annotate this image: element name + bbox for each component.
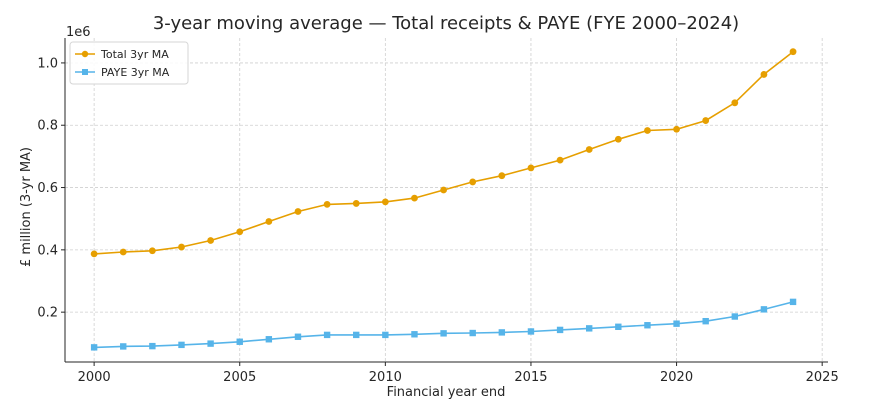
- y-offset-label: 1e6: [66, 25, 91, 40]
- paye-3yr-ma-point: [644, 322, 651, 329]
- total-3yr-ma-point: [673, 125, 680, 133]
- paye-3yr-ma-point: [440, 330, 447, 337]
- paye-3yr-ma-point: [556, 326, 564, 334]
- total-3yr-ma-point: [236, 228, 244, 236]
- total-3yr-ma-point: [469, 178, 477, 186]
- x-tick-label: 2020: [660, 370, 693, 385]
- paye-3yr-ma-point: [120, 343, 127, 350]
- total-3yr-ma-point: [440, 186, 447, 194]
- total-3yr-ma-point: [702, 117, 710, 124]
- total-3yr-ma-point: [178, 243, 185, 251]
- total-3yr-ma-point: [411, 194, 418, 202]
- paye-3yr-ma-point: [527, 328, 535, 335]
- total-3yr-ma-point: [556, 156, 564, 164]
- paye-3yr-ma-line: [94, 301, 794, 349]
- total-3yr-ma-point: [265, 218, 273, 225]
- paye-3yr-ma-point: [265, 336, 273, 343]
- y-tick-label: 0.2: [37, 306, 58, 321]
- y-tick-label: 0.4: [37, 243, 58, 258]
- axes: 2000 2005 2010 2015 2020 2025 0.2 0.4 0.6 0.8 1.0: [37, 38, 839, 385]
- y-tick-label: 1.0: [37, 56, 58, 71]
- total-3yr-ma-point: [789, 48, 797, 56]
- total-3yr-ma-point: [207, 237, 215, 244]
- x-axis-label: Financial year end: [387, 385, 506, 400]
- y-axis-label: £ million (3-yr MA): [19, 147, 34, 267]
- paye-3yr-ma-point: [149, 342, 156, 350]
- total-3yr-ma-point: [119, 248, 127, 256]
- paye-3yr-ma-point: [178, 341, 185, 349]
- paye-3yr-ma-point: [90, 344, 98, 351]
- paye-3yr-ma-point: [498, 329, 506, 336]
- paye-3yr-ma-point: [760, 306, 768, 313]
- paye-3yr-ma-point: [585, 325, 593, 332]
- x-tick-label: 2005: [223, 370, 256, 385]
- paye-3yr-ma-point: [382, 331, 389, 339]
- total-3yr-ma-point: [148, 247, 156, 255]
- legend-marker-total-3yr-ma: [81, 50, 89, 58]
- paye-3yr-ma-point: [615, 323, 622, 330]
- paye-3yr-ma-point: [702, 317, 709, 325]
- paye-3yr-ma-point: [789, 298, 797, 306]
- total-3yr-ma-point: [323, 200, 331, 208]
- total-3yr-ma-point: [644, 127, 651, 134]
- legend-marker-paye-3yr-ma: [82, 69, 88, 75]
- total-3yr-ma-point: [352, 200, 360, 207]
- chart-title: 3-year moving average — Total receipts &…: [153, 13, 739, 34]
- paye-3yr-ma-point: [294, 333, 302, 340]
- x-tick-label: 2015: [514, 370, 547, 385]
- series-layer: [90, 48, 797, 351]
- total-3yr-ma-point: [614, 135, 622, 143]
- total-3yr-ma-point: [585, 146, 593, 153]
- paye-3yr-ma-point: [236, 338, 243, 345]
- legend: Total 3yr MA PAYE 3yr MA: [69, 41, 189, 85]
- total-3yr-ma-point: [527, 164, 535, 172]
- total-3yr-ma-line: [94, 51, 794, 255]
- legend-box: [69, 41, 189, 85]
- legend-label-paye-3yr-ma: PAYE 3yr MA: [101, 66, 170, 79]
- paye-3yr-ma-point: [411, 331, 418, 338]
- total-3yr-ma-point: [498, 172, 506, 180]
- total-3yr-ma-point: [90, 250, 98, 258]
- y-tick-label: 0.8: [37, 119, 58, 134]
- total-3yr-ma-point: [294, 208, 302, 215]
- total-3yr-ma-point: [731, 99, 739, 107]
- paye-3yr-ma-point: [469, 329, 476, 337]
- x-tick-label: 2000: [78, 370, 111, 385]
- paye-3yr-ma-point: [207, 340, 214, 347]
- y-tick-label: 0.6: [37, 181, 58, 196]
- x-tick-label: 2025: [806, 370, 839, 385]
- total-3yr-ma-point: [381, 198, 389, 206]
- x-tick-label: 2010: [369, 370, 402, 385]
- legend-label-total-3yr-ma: Total 3yr MA: [100, 48, 169, 61]
- paye-3yr-ma-point: [673, 320, 680, 327]
- grid: [65, 38, 828, 362]
- paye-3yr-ma-point: [731, 313, 739, 320]
- paye-3yr-ma-point: [323, 331, 331, 339]
- total-3yr-ma-point: [760, 71, 768, 78]
- paye-3yr-ma-point: [353, 331, 360, 339]
